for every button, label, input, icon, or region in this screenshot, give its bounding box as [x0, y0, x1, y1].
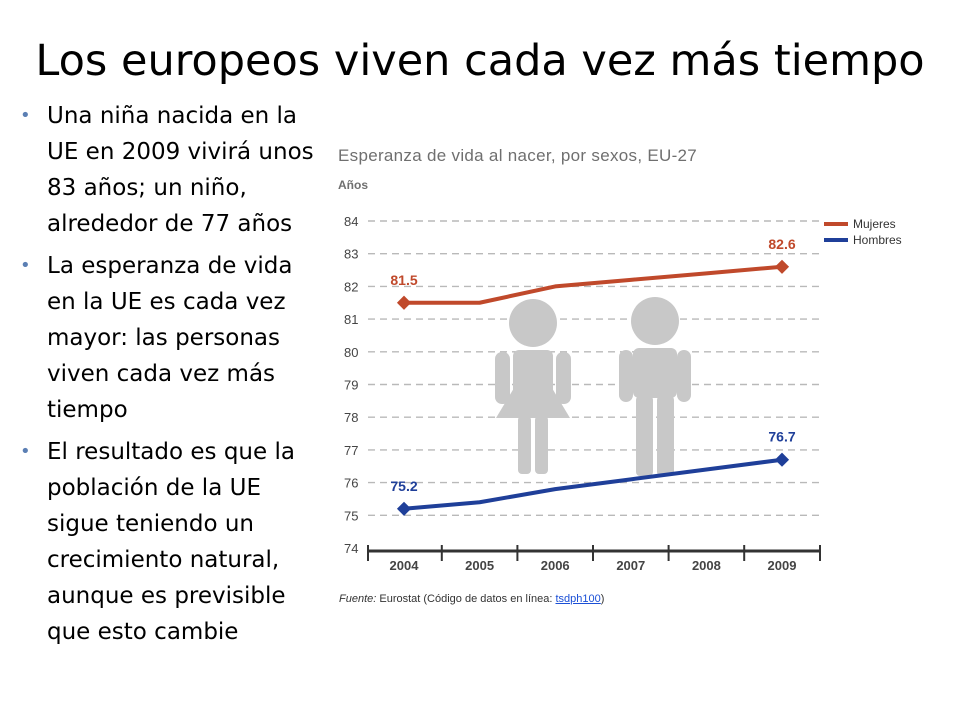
man-figure-icon [619, 297, 691, 476]
bullet-list: • Una niña nacida en la UE en 2009 vivirá… [20, 98, 320, 656]
x-axis: 2004 2005 2006 2007 2008 2009 [367, 545, 821, 573]
bullet-text: El resultado es que la población de la U… [47, 439, 295, 645]
y-tick-label: 82 [344, 279, 358, 294]
slide-title: Los europeos viven cada vez más tiempo [35, 36, 925, 86]
bullet-item: • El resultado es que la población de la … [20, 434, 320, 650]
series-line-mujeres [404, 264, 783, 305]
y-tick-label: 77 [344, 443, 358, 458]
source-link[interactable]: tsdph100 [555, 593, 601, 605]
series-line-hombres [403, 457, 783, 511]
legend-label: Hombres [853, 233, 902, 247]
source-text: Eurostat (Código de datos en línea: [379, 593, 556, 605]
x-tick-label: 2008 [692, 558, 721, 573]
y-tick-label: 81 [344, 312, 358, 327]
chart-title: Esperanza de vida al nacer, por sexos, E… [338, 146, 698, 165]
x-tick-label: 2009 [768, 558, 797, 573]
y-tick-label: 80 [344, 345, 358, 360]
data-point-marker [396, 501, 412, 516]
y-tick-label: 74 [344, 541, 358, 556]
data-label: 82.6 [768, 236, 795, 252]
source-close: ) [600, 593, 605, 605]
bullet-icon: • [20, 105, 31, 126]
data-point-marker [774, 452, 790, 467]
data-label: 76.7 [768, 429, 795, 445]
y-tick-label: 78 [344, 410, 358, 425]
y-tick-label: 83 [344, 247, 358, 262]
woman-figure-icon [495, 299, 571, 474]
bullet-item: • Una niña nacida en la UE en 2009 vivirá… [20, 98, 320, 242]
x-tick-label: 2006 [541, 558, 570, 573]
legend-label: Mujeres [853, 217, 896, 231]
y-tick-label: 75 [344, 508, 358, 523]
x-tick-label: 2005 [465, 558, 494, 573]
bullet-icon: • [20, 441, 31, 462]
figures [495, 297, 691, 476]
grid: 74 75 76 77 78 79 80 81 82 83 84 [344, 214, 820, 556]
data-label: 81.5 [390, 272, 417, 288]
x-tick-label: 2004 [390, 558, 420, 573]
y-tick-label: 76 [344, 476, 358, 491]
data-point-marker [396, 295, 412, 310]
data-label: 75.2 [390, 478, 417, 494]
y-tick-label: 79 [344, 378, 358, 393]
source-label: Fuente: [339, 593, 377, 605]
y-axis-label: Años [338, 178, 368, 192]
bullet-item: • La esperanza de vida en la UE es cada v… [20, 248, 320, 428]
x-tick-label: 2007 [616, 558, 645, 573]
bullet-text: La esperanza de vida en la UE es cada ve… [47, 253, 293, 423]
bullet-text: Una niña nacida en la UE en 2009 vivirá … [47, 103, 314, 237]
source-note: Fuente: Eurostat (Código de datos en lín… [339, 593, 604, 605]
y-tick-label: 84 [344, 214, 358, 229]
series-lines: 81.5 82.6 75.2 76.7 [390, 236, 796, 516]
data-point-marker [774, 259, 790, 274]
legend: Mujeres Hombres [824, 217, 902, 247]
bullet-icon: • [20, 255, 31, 276]
